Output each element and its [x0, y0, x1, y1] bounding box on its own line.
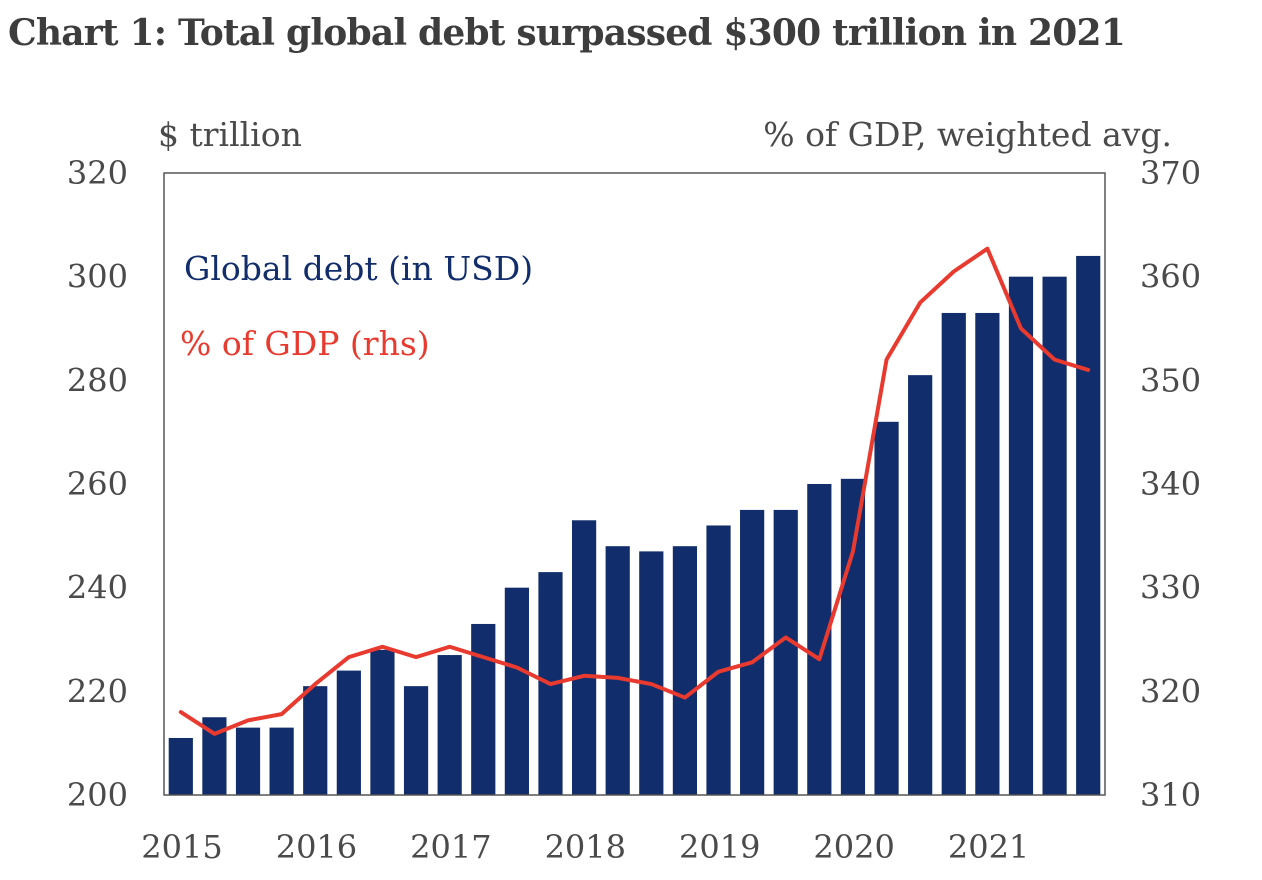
bar-2019Q4 — [807, 484, 832, 795]
right-tick-label: 340 — [1140, 465, 1201, 503]
bar-2016Q3 — [370, 649, 395, 795]
bar-2021Q4 — [1076, 255, 1101, 795]
bar-2016Q2 — [336, 670, 361, 795]
right-tick-label: 360 — [1140, 258, 1201, 296]
right-axis-ticks: 310 320 330 340 350 360 370 — [1140, 154, 1201, 814]
left-axis-ticks: 200 220 240 260 280 300 320 — [67, 154, 128, 814]
left-tick-label: 300 — [67, 258, 128, 296]
left-tick-label: 280 — [67, 361, 128, 399]
right-tick-label: 320 — [1140, 672, 1201, 710]
bar-2015Q3 — [235, 727, 261, 795]
left-tick-label: 240 — [67, 569, 128, 607]
bar-2016Q1 — [303, 686, 328, 795]
bar-2017Q2 — [471, 623, 496, 795]
x-tick-label: 2018 — [545, 828, 626, 866]
bar-2019Q2 — [740, 509, 765, 795]
left-axis-label: $ trillion — [158, 115, 302, 154]
bar-2021Q2 — [1008, 276, 1034, 795]
bar-2016Q4 — [403, 686, 429, 795]
right-tick-label: 330 — [1140, 569, 1201, 607]
bar-2020Q4 — [941, 312, 966, 795]
bar-2015Q1 — [168, 737, 193, 795]
left-tick-label: 320 — [67, 154, 128, 192]
bar-2019Q1 — [706, 525, 731, 795]
left-tick-label: 260 — [67, 465, 128, 503]
bar-2020Q2 — [874, 421, 899, 795]
right-tick-label: 350 — [1140, 361, 1201, 399]
line-pct-of-gdp — [178, 246, 1091, 736]
bars-layer — [168, 255, 1101, 795]
x-tick-label: 2015 — [141, 828, 222, 866]
bar-2018Q1 — [571, 520, 597, 795]
bar-2018Q4 — [672, 546, 698, 795]
line-layer — [178, 246, 1091, 736]
left-tick-label: 200 — [67, 776, 128, 814]
bar-2020Q3 — [908, 375, 933, 795]
legend-global-debt: Global debt (in USD) — [184, 249, 533, 288]
left-tick-label: 220 — [67, 672, 128, 710]
x-tick-label: 2020 — [813, 828, 894, 866]
chart-title: Chart 1: Total global debt surpassed $30… — [8, 12, 1126, 54]
bar-2019Q3 — [773, 509, 798, 795]
x-tick-label: 2017 — [410, 828, 491, 866]
bar-2017Q1 — [437, 655, 462, 795]
right-tick-label: 370 — [1140, 154, 1201, 192]
plot-frame — [163, 172, 1106, 796]
right-tick-label: 310 — [1140, 776, 1201, 814]
bar-2018Q3 — [639, 551, 664, 795]
bar-2021Q1 — [975, 312, 1000, 795]
right-axis-label: % of GDP, weighted avg. — [763, 115, 1172, 154]
x-tick-label: 2016 — [276, 828, 357, 866]
legend-pct-gdp: % of GDP (rhs) — [180, 324, 430, 363]
bar-2017Q3 — [504, 587, 529, 795]
x-axis-ticks: 2015 2016 2017 2018 2019 2020 2021 — [141, 828, 1029, 866]
x-tick-label: 2019 — [679, 828, 760, 866]
x-tick-label: 2021 — [948, 828, 1029, 866]
bar-2015Q4 — [269, 727, 294, 795]
bar-2018Q2 — [605, 546, 630, 795]
bar-2020Q1 — [840, 478, 866, 795]
